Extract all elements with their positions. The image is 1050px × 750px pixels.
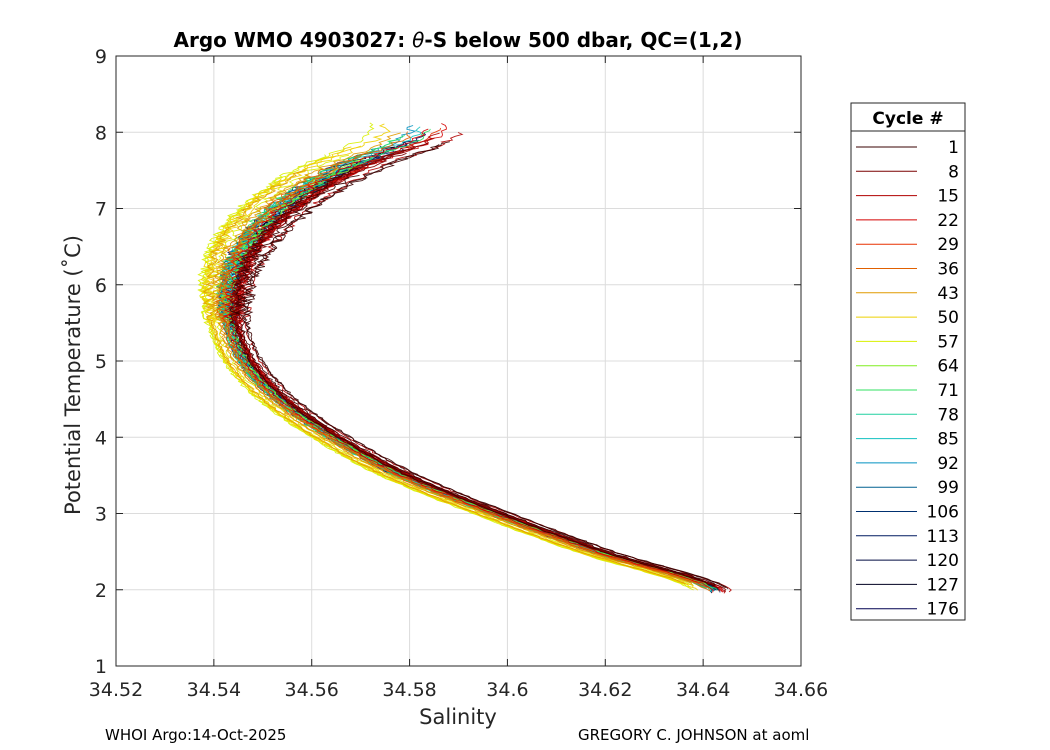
x-tick-label: 34.66	[774, 679, 828, 701]
y-tick-label: 4	[95, 427, 107, 449]
footer-right: GREGORY C. JOHNSON at aoml	[578, 726, 809, 744]
legend-label-92: 92	[937, 454, 959, 474]
legend-label-22: 22	[937, 211, 959, 231]
x-tick-label: 34.64	[676, 679, 730, 701]
legend-label-78: 78	[937, 405, 959, 425]
x-tick-label: 34.52	[89, 679, 143, 701]
series-group	[197, 122, 732, 594]
series-line-29	[221, 176, 708, 588]
legend-label-127: 127	[927, 575, 959, 595]
y-tick-label: 1	[95, 656, 107, 678]
y-tick-label: 8	[95, 122, 107, 144]
legend: Cycle # 18152229364350576471788592991061…	[850, 102, 966, 621]
legend-label-64: 64	[937, 357, 959, 377]
series-line-8	[227, 174, 708, 586]
y-tick-label: 5	[95, 351, 107, 373]
series-line-36	[215, 152, 711, 592]
x-tick-label: 34.56	[285, 679, 339, 701]
series-line-22	[222, 128, 714, 593]
y-tick-label: 6	[95, 275, 107, 297]
legend-label-36: 36	[937, 260, 959, 280]
x-tick-label: 34.58	[382, 679, 436, 701]
legend-label-71: 71	[937, 381, 959, 401]
legend-label-8: 8	[948, 162, 959, 182]
legend-label-15: 15	[937, 187, 959, 207]
legend-label-50: 50	[937, 308, 959, 328]
x-tick-label: 34.6	[486, 679, 528, 701]
x-tick-label: 34.54	[187, 679, 241, 701]
legend-label-99: 99	[937, 478, 959, 498]
legend-label-106: 106	[927, 503, 959, 523]
x-axis-label: Salinity	[419, 705, 497, 729]
y-tick-label: 3	[95, 504, 107, 526]
x-tick-label: 34.62	[578, 679, 632, 701]
footer-left: WHOI Argo:14-Oct-2025	[105, 726, 286, 744]
legend-label-1: 1	[948, 138, 959, 158]
legend-label-120: 120	[927, 551, 959, 571]
series-line-57	[197, 122, 694, 591]
legend-label-43: 43	[937, 284, 959, 304]
y-tick-label: 9	[95, 46, 107, 68]
series-line-1	[234, 174, 716, 586]
ticks: 34.52 34.54 34.56 34.58 34.6 34.62 34.64 34.66 1…	[89, 46, 828, 701]
y-tick-label: 2	[95, 580, 107, 602]
legend-title: Cycle #	[872, 109, 943, 129]
legend-items: 1 8 15 22 29 36 43 50 57 64 71 78 85 92 99 106 113 120 127…	[856, 138, 959, 620]
series-line-43	[202, 169, 686, 584]
legend-box	[850, 102, 966, 621]
legend-label-29: 29	[937, 235, 959, 255]
series-line-1	[241, 144, 729, 589]
chart-title: Argo WMO 4903027: θ-S below 500 dbar, QC…	[174, 28, 743, 52]
legend-label-176: 176	[927, 600, 959, 620]
legend-label-57: 57	[937, 332, 959, 352]
series-line-1	[229, 167, 715, 587]
y-axis-label: Potential Temperature (˚C)	[61, 235, 85, 515]
y-tick-label: 7	[95, 199, 107, 221]
legend-label-85: 85	[937, 430, 959, 450]
legend-label-113: 113	[927, 527, 959, 547]
series-line-43	[210, 174, 693, 584]
